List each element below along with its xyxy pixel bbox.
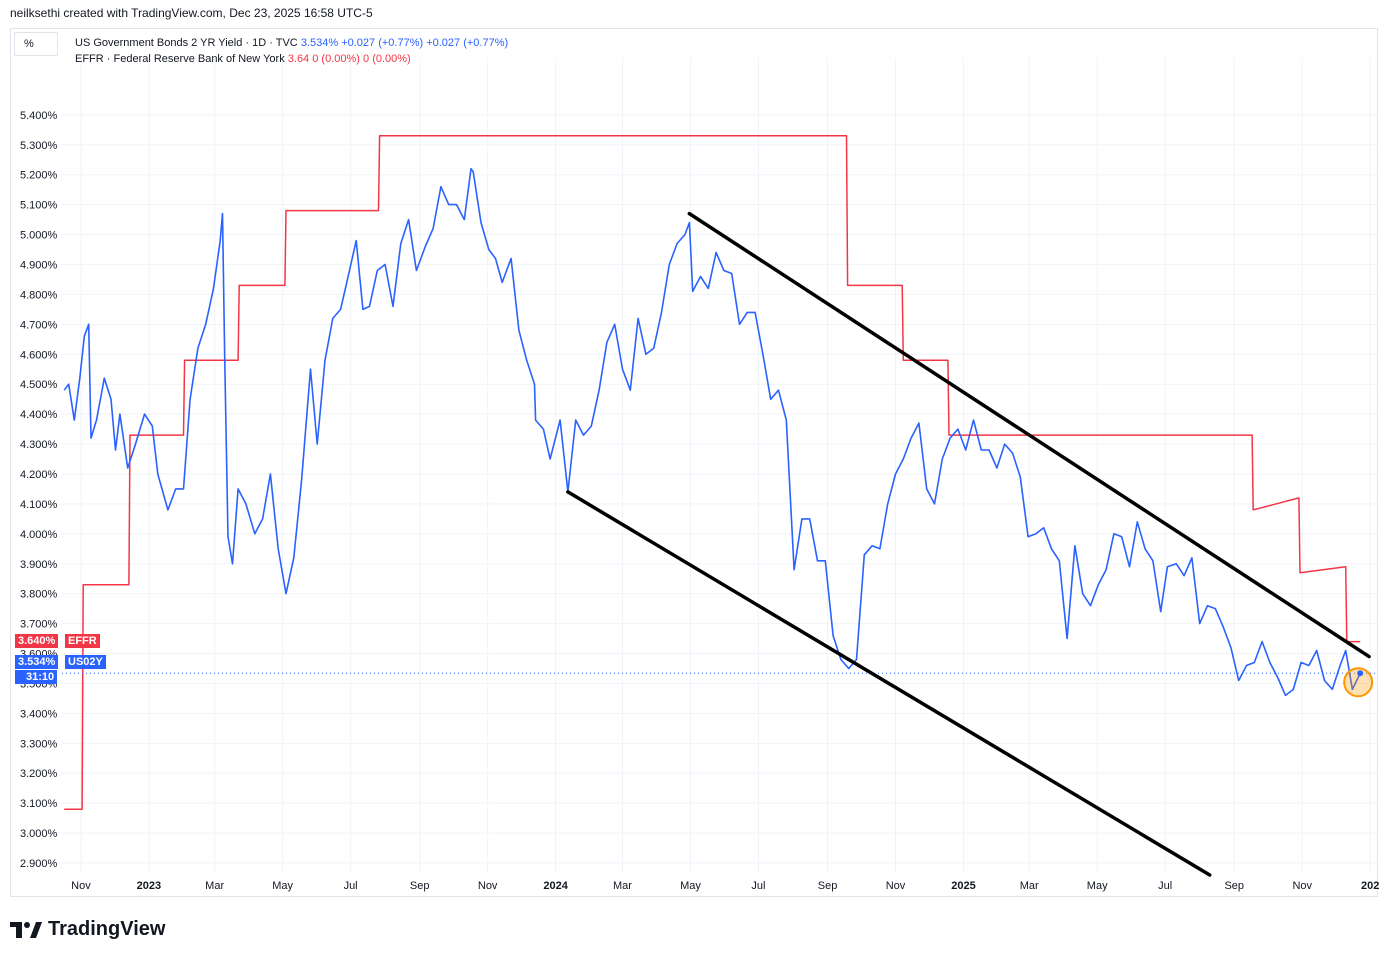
x-tick-label: 2024: [543, 880, 568, 892]
legend-effr-change: 0 (0.00%): [312, 53, 360, 65]
y-tick-label: 3.800%: [20, 589, 58, 601]
y-tick-label: 3.700%: [20, 619, 58, 631]
unit-button[interactable]: %: [14, 32, 58, 56]
y-tick-label: 3.100%: [20, 798, 58, 810]
last-price-highlight: [1343, 667, 1374, 698]
y-tick-label: 4.200%: [20, 469, 58, 481]
y-tick-label: 3.000%: [20, 828, 58, 840]
trendlines: [566, 211, 1371, 877]
x-tick-label: Mar: [1020, 880, 1039, 892]
x-tick-label: Sep: [1224, 880, 1244, 892]
y-tick-label: 3.400%: [20, 708, 58, 720]
x-tick-label: 2025: [951, 880, 975, 892]
grid: [62, 58, 1378, 872]
x-tick-label: Mar: [205, 880, 224, 892]
y-tick-label: 4.300%: [20, 439, 58, 451]
y-tick-label: 5.300%: [20, 140, 58, 152]
x-tick-label: Nov: [478, 880, 498, 892]
y-tick-label: 2.900%: [20, 858, 58, 870]
x-tick-label: Sep: [818, 880, 838, 892]
bar-countdown: 31:10: [15, 670, 58, 684]
y-tick-label: 3.200%: [20, 768, 58, 780]
x-axis-ticks: Nov 2023 Mar May Jul Sep Nov 2024 Mar May Jul Sep No…: [71, 880, 1379, 892]
legend-effr-last: 3.64: [287, 53, 310, 65]
legend-effr-name: EFFR · Federal Reserve Bank of New York: [75, 53, 285, 65]
trendline-1: [687, 211, 1371, 659]
y-tick-label: 5.100%: [20, 200, 58, 212]
x-tick-label: May: [272, 880, 293, 892]
y-tick-label: 5.000%: [20, 230, 58, 242]
x-tick-label: Nov: [886, 880, 906, 892]
x-tick-label: May: [680, 880, 701, 892]
last-price-dot: [1357, 670, 1364, 677]
y-tick-label: 4.000%: [20, 529, 58, 541]
y-axis-ticks: 5.400% 5.300% 5.200% 5.100% 5.000% 4.900% 4.80…: [20, 110, 58, 870]
tradingview-logo[interactable]: TradingView: [10, 918, 165, 941]
y-tick-label: 5.400%: [20, 110, 58, 122]
y-tick-label: 4.500%: [20, 379, 58, 391]
y-tick-label: 5.200%: [20, 170, 58, 182]
y-tick-label: 4.900%: [20, 259, 58, 271]
y-tick-label: 4.400%: [20, 409, 58, 421]
x-tick-label: Sep: [410, 880, 430, 892]
legend-us02y-name: US Government Bonds 2 YR Yield · 1D · TV…: [75, 37, 298, 49]
x-tick-label: 202: [1361, 880, 1379, 892]
series: [62, 135, 1378, 810]
y-tick-label: 4.700%: [20, 319, 58, 331]
x-tick-label: Jul: [751, 880, 765, 892]
us02y-series-tag: US02Y: [65, 655, 106, 669]
x-tick-label: Jul: [1158, 880, 1172, 892]
y-tick-label: 4.100%: [20, 499, 58, 511]
legend: US Government Bonds 2 YR Yield · 1D · TV…: [75, 35, 508, 67]
x-tick-label: Nov: [1292, 880, 1312, 892]
x-tick-label: May: [1087, 880, 1108, 892]
effr-series-tag: EFFR: [65, 633, 100, 648]
tradingview-logo-icon: [10, 920, 42, 940]
effr-price-tag: 3.640%: [15, 633, 59, 648]
series-line-effr: [64, 135, 1361, 810]
legend-us02y-change: +0.027 (+0.77%): [341, 37, 424, 49]
chart-frame: [10, 28, 1378, 897]
chart-credit: neilksethi created with TradingView.com,…: [10, 6, 373, 20]
legend-us02y-change-pct: +0.027 (+0.77%): [426, 37, 509, 49]
y-tick-label: 3.300%: [20, 738, 58, 750]
x-tick-label: Mar: [613, 880, 632, 892]
us02y-price-tag: 3.534%: [15, 655, 59, 669]
series-line-us02y: [63, 167, 1361, 697]
y-tick-label: 4.800%: [20, 289, 58, 301]
x-tick-label: 2023: [137, 880, 161, 892]
y-tick-label: 4.600%: [20, 349, 58, 361]
x-tick-label: Nov: [71, 880, 91, 892]
legend-row-effr[interactable]: EFFR · Federal Reserve Bank of New York …: [75, 51, 508, 67]
legend-us02y-last: 3.534%: [300, 37, 339, 49]
legend-effr-change-pct: 0 (0.00%): [363, 53, 411, 65]
y-tick-label: 3.900%: [20, 559, 58, 571]
markers: [1343, 667, 1374, 698]
trendline-2: [566, 490, 1212, 877]
x-tick-label: Jul: [344, 880, 358, 892]
legend-row-us02y[interactable]: US Government Bonds 2 YR Yield · 1D · TV…: [75, 35, 508, 51]
tradingview-logo-text: TradingView: [48, 918, 166, 940]
